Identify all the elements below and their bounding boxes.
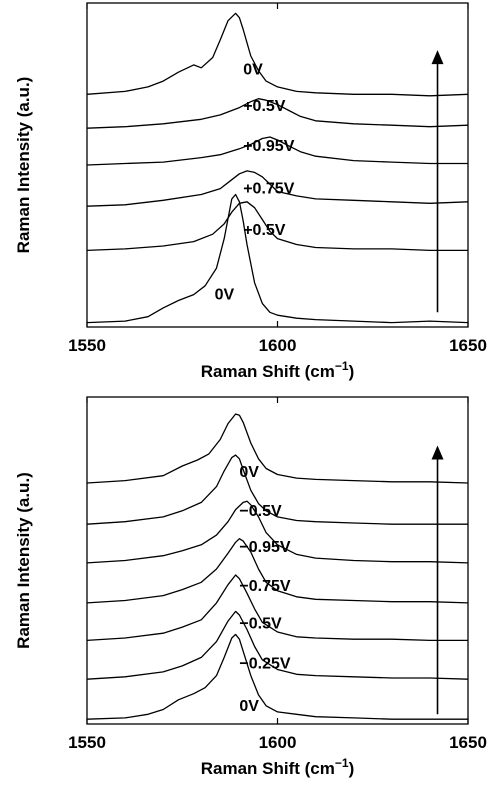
trace-label-1: 0V [239,698,259,715]
spectrum-trace-3 [86,170,469,207]
trace-label-5: +0.5V [243,98,286,115]
trace-label-1: 0V [215,287,235,304]
trace-label-3: −0.5V [239,615,282,632]
trace-label-4: −0.75V [239,578,290,595]
x-tick-label: 1650 [449,336,487,355]
x-tick-label: 1650 [449,733,487,752]
spectrum-trace-6 [86,454,468,525]
trace-label-6: −0.5V [239,503,282,520]
spectrum-trace-4 [86,538,469,604]
spectrum-trace-2 [86,610,469,680]
x-axis-title-main: Raman Shift (cm [201,362,335,381]
x-axis-title: Raman Shift (cm−1) [201,359,355,381]
bottom-panel: 1550 1600 1650 Raman Shift (cm−1) Raman Inte… [14,396,487,778]
trace-label-5: −0.95V [239,539,290,556]
spectrum-trace-5 [86,98,469,129]
x-tick-label: 1600 [259,336,297,355]
spectrum-trace-3 [86,574,468,642]
arrow-head-icon [431,445,444,460]
trace-label-3: +0.75V [243,181,294,198]
x-tick-label: 1550 [68,336,106,355]
spectrum-trace-1 [86,193,469,324]
x-axis-title-end: ) [349,362,355,381]
x-axis-title-end: ) [349,759,355,778]
x-tick-label: 1550 [68,733,106,752]
x-axis-title-main: Raman Shift (cm [201,759,335,778]
spectrum-trace-5 [86,500,469,564]
spectrum-trace-2 [86,201,468,252]
x-axis-title-superscript: −1 [335,359,349,373]
y-axis-title: Raman Intensity (a.u.) [14,77,33,254]
spectrum-trace-4 [86,136,468,166]
arrow-head-icon [431,50,444,65]
spectrum-trace-7 [86,413,469,484]
trace-label-2: +0.5V [243,222,286,239]
plot-frame [86,2,469,328]
top-panel: 1550 1600 1650 Raman Shift (cm−1) Raman Inte… [14,2,487,381]
x-axis-title-superscript: −1 [335,756,349,770]
trace-label-6: 0V [243,61,263,78]
x-axis-title: Raman Shift (cm−1) [201,756,355,778]
trace-label-7: 0V [239,464,259,481]
spectrum-trace-1 [86,633,468,720]
spectrum-trace-6 [86,12,469,97]
y-axis-title: Raman Intensity (a.u.) [14,472,33,649]
trace-label-4: +0.95V [243,138,294,155]
trace-label-2: −0.25V [239,655,290,672]
x-tick-label: 1600 [259,733,297,752]
